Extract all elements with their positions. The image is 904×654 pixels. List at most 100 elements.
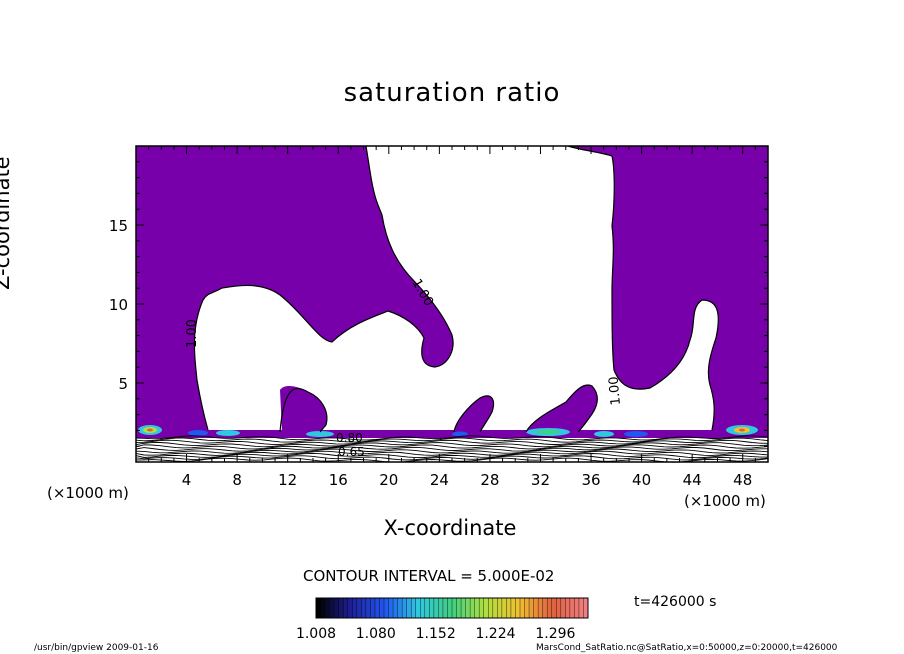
colorbar-swatch (374, 598, 380, 618)
colorbar-swatch (556, 598, 562, 618)
colorbar-swatch (338, 598, 344, 618)
x-tick-label: 44 (683, 471, 702, 489)
y-tick-label: 5 (118, 375, 128, 393)
colorbar-swatch (365, 598, 371, 618)
colorbar-swatch (325, 598, 330, 618)
colorbar-swatch (565, 598, 571, 618)
colorbar-swatch (329, 598, 335, 618)
colorbar-swatch (461, 598, 466, 618)
contour-label: 0.65 (338, 445, 365, 459)
x-tick-label: 8 (232, 471, 242, 489)
colorbar-swatch (320, 598, 326, 618)
colorbar-tick-label: 1.296 (535, 626, 575, 642)
colorbar-swatch (406, 598, 412, 618)
colorbar-swatch (447, 598, 453, 618)
x-tick-label: 16 (329, 471, 348, 489)
colorbar-swatch (438, 598, 444, 618)
colorbar-swatch (524, 598, 530, 618)
x-axis: 4 8 12 16 20 24 28 32 36 40 44 48 (148, 146, 756, 489)
colorbar-swatch (501, 598, 507, 618)
x-axis-unit-left: (×1000 m) (47, 484, 129, 502)
x-axis-label: X-coordinate (383, 516, 517, 540)
colorbar-swatch (470, 598, 475, 618)
colorbar-swatch (547, 598, 553, 618)
colorbar-swatch (474, 598, 480, 618)
colorbar-swatch (574, 598, 580, 618)
colorbar-swatch (415, 598, 421, 618)
colorbar-swatch (506, 598, 512, 618)
colorbar-tick-label: 1.152 (416, 626, 456, 642)
colorbar-swatch (420, 598, 426, 618)
colorbar-swatch (456, 598, 462, 618)
colorbar-swatch (583, 598, 589, 618)
colorbar-swatch (379, 598, 385, 618)
colorbar-swatch (433, 598, 439, 618)
colorbar-swatch (560, 598, 566, 618)
ground-contour-line (135, 439, 769, 445)
x-tick-label: 12 (278, 471, 297, 489)
ground-contour-line (135, 435, 769, 441)
colorbar-swatch (356, 598, 362, 618)
colorbar-swatch (352, 598, 358, 618)
y-axis: 5 10 15 (109, 161, 768, 447)
colorbar-swatch (316, 598, 321, 618)
contour-lines (193, 145, 719, 433)
colorbar-tick-label: 1.008 (296, 626, 336, 642)
colorbar-swatch (492, 598, 498, 618)
ground-contour-line (135, 448, 769, 454)
colorbar-swatch (452, 598, 457, 618)
colorbar-swatch (334, 598, 339, 618)
colorbar: 1.008 1.080 1.152 1.224 1.296 (296, 597, 589, 642)
colorbar-swatch (361, 598, 367, 618)
colorbar-swatch (515, 598, 521, 618)
colorbar-swatch (347, 598, 353, 618)
x-tick-label: 24 (430, 471, 449, 489)
colorbar-swatch (533, 598, 539, 618)
colorbar-swatch (578, 598, 584, 618)
ground-contour-line (135, 444, 769, 450)
time-stamp: t=426000 s (634, 594, 717, 610)
x-tick-label: 40 (632, 471, 651, 489)
colorbar-frame (315, 597, 589, 619)
colorbar-swatch (384, 598, 389, 618)
contour-label: 0.80 (336, 431, 363, 445)
colorbar-swatch (529, 598, 534, 618)
y-tick-label: 15 (109, 217, 128, 235)
colorbar-swatch (479, 598, 485, 618)
colorbar-swatch (442, 598, 448, 618)
colorbar-tick-label: 1.080 (356, 626, 396, 642)
x-axis-unit-right: (×1000 m) (684, 492, 766, 510)
colorbar-tick-label: 1.224 (475, 626, 515, 642)
colorbar-swatch (569, 598, 575, 618)
ground-contour-line (135, 437, 769, 443)
ground-contour-line (135, 446, 768, 452)
colorbar-swatch (411, 598, 417, 618)
colorbar-swatch (497, 598, 503, 618)
colorbar-swatch (520, 598, 525, 618)
x-tick-label: 4 (182, 471, 192, 489)
x-tick-label: 36 (581, 471, 600, 489)
colorbar-swatch (483, 598, 489, 618)
x-tick-label: 32 (531, 471, 550, 489)
ground-contour-line (135, 452, 768, 459)
chart-title: saturation ratio (343, 78, 561, 108)
colorbar-swatch (370, 598, 376, 618)
colorbar-swatch (424, 598, 430, 618)
colorbar-swatch (402, 598, 407, 618)
colorbar-swatch (393, 598, 398, 618)
colorbar-swatch (465, 598, 471, 618)
colorbar-swatch (510, 598, 516, 618)
y-tick-label: 10 (109, 296, 128, 314)
footer-left: /usr/bin/gpview 2009-01-16 (34, 643, 159, 653)
ground-contour-line (135, 450, 769, 456)
x-tick-label: 28 (480, 471, 499, 489)
contour-label: 1.00 (607, 376, 624, 406)
footer-right: MarsCond_SatRatio.nc@SatRatio,x=0:50000,… (536, 643, 838, 653)
saturated-region (136, 146, 768, 438)
ground-contour-line (135, 455, 769, 461)
contour-label: 1.00 (185, 319, 200, 348)
colorbar-swatch (388, 598, 394, 618)
colorbar-swatch (551, 598, 557, 618)
ground-contours (135, 435, 769, 463)
